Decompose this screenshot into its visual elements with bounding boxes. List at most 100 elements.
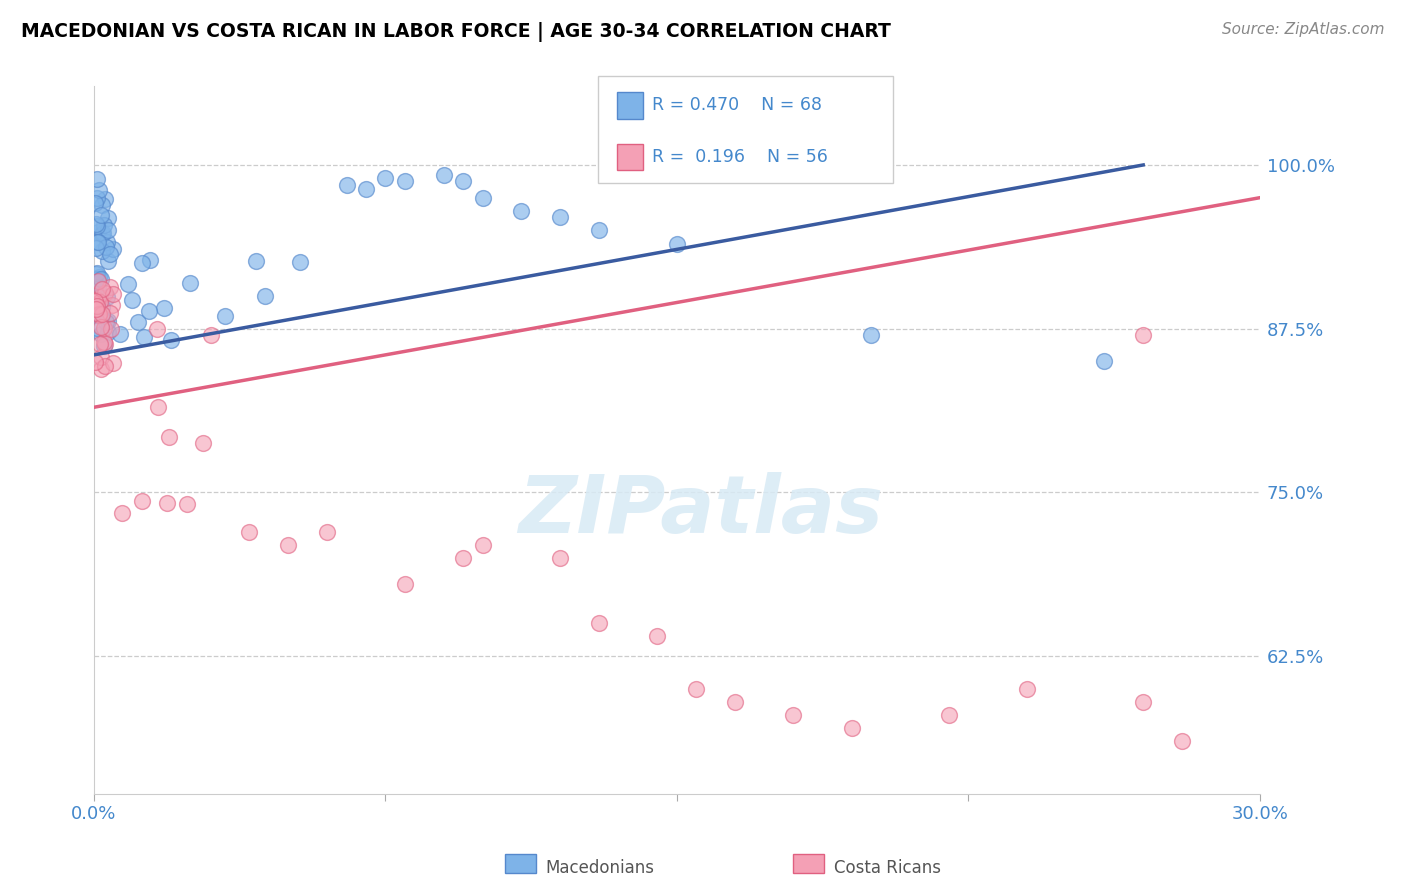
Point — [86, 321, 108, 335]
Point — [86, 235, 108, 249]
Point — [108, 327, 131, 342]
Point — [100, 246, 122, 260]
Point — [86, 219, 108, 234]
Point — [87, 275, 110, 289]
Point — [90, 327, 112, 342]
Point — [1171, 734, 1194, 748]
Point — [101, 287, 124, 301]
Point — [724, 695, 747, 709]
Point — [90, 307, 112, 321]
Point — [87, 280, 110, 294]
Point — [451, 174, 474, 188]
Text: R = 0.470    N = 68: R = 0.470 N = 68 — [652, 96, 823, 114]
Point — [131, 494, 153, 508]
Point — [132, 330, 155, 344]
Point — [97, 314, 120, 328]
Point — [451, 550, 474, 565]
Point — [471, 191, 494, 205]
Point — [138, 303, 160, 318]
Point — [100, 321, 122, 335]
Point — [394, 174, 416, 188]
Point — [146, 400, 169, 414]
Point — [131, 256, 153, 270]
Point — [86, 293, 108, 308]
Point — [86, 171, 108, 186]
Point — [179, 277, 201, 291]
Point — [433, 169, 456, 183]
Point — [1132, 328, 1154, 343]
Point — [93, 335, 115, 350]
Point — [117, 277, 139, 292]
Point — [84, 241, 107, 255]
Point — [214, 309, 236, 323]
Point — [277, 538, 299, 552]
Point — [159, 334, 181, 348]
Point — [153, 301, 176, 315]
Point — [89, 270, 111, 285]
Point — [394, 577, 416, 591]
Point — [238, 524, 260, 539]
Point — [97, 325, 120, 339]
Point — [127, 315, 149, 329]
Point — [87, 235, 110, 249]
Point — [121, 293, 143, 307]
Point — [101, 242, 124, 256]
Point — [97, 211, 120, 226]
Point — [86, 272, 108, 286]
Point — [91, 227, 114, 242]
Point — [90, 272, 112, 286]
Point — [89, 336, 111, 351]
Point — [245, 253, 267, 268]
Point — [548, 211, 571, 225]
Point — [83, 196, 105, 211]
Point — [138, 252, 160, 267]
Point — [98, 306, 121, 320]
Text: Source: ZipAtlas.com: Source: ZipAtlas.com — [1222, 22, 1385, 37]
Point — [841, 158, 863, 172]
Point — [548, 550, 571, 565]
Point — [1092, 354, 1115, 368]
Point — [91, 227, 114, 241]
Point — [89, 294, 111, 309]
Point — [93, 285, 115, 300]
Point — [97, 223, 120, 237]
Point — [97, 254, 120, 268]
Point — [101, 356, 124, 370]
Point — [84, 308, 107, 322]
Point — [84, 267, 107, 281]
Point — [335, 178, 357, 192]
Point — [155, 496, 177, 510]
Point — [83, 298, 105, 312]
Point — [94, 337, 117, 351]
Point — [1132, 695, 1154, 709]
Point — [588, 223, 610, 237]
Point — [254, 289, 277, 303]
Point — [93, 338, 115, 352]
Point — [90, 319, 112, 334]
Point — [93, 218, 115, 232]
Point — [471, 538, 494, 552]
Point — [94, 359, 117, 373]
Point — [93, 321, 115, 335]
Point — [86, 278, 108, 293]
Point — [90, 198, 112, 212]
Point — [647, 630, 669, 644]
Point — [588, 616, 610, 631]
Point — [96, 240, 118, 254]
Point — [860, 328, 883, 343]
Point — [86, 190, 108, 204]
Point — [157, 430, 180, 444]
Point — [193, 435, 215, 450]
Point — [96, 289, 118, 303]
Point — [288, 254, 311, 268]
Point — [87, 307, 110, 321]
Point — [90, 244, 112, 258]
Point — [86, 266, 108, 280]
Point — [90, 362, 112, 376]
Point — [89, 350, 111, 364]
Point — [94, 315, 117, 329]
Text: R =  0.196    N = 56: R = 0.196 N = 56 — [652, 148, 828, 166]
Point — [87, 183, 110, 197]
Point — [354, 181, 377, 195]
Point — [1015, 681, 1038, 696]
